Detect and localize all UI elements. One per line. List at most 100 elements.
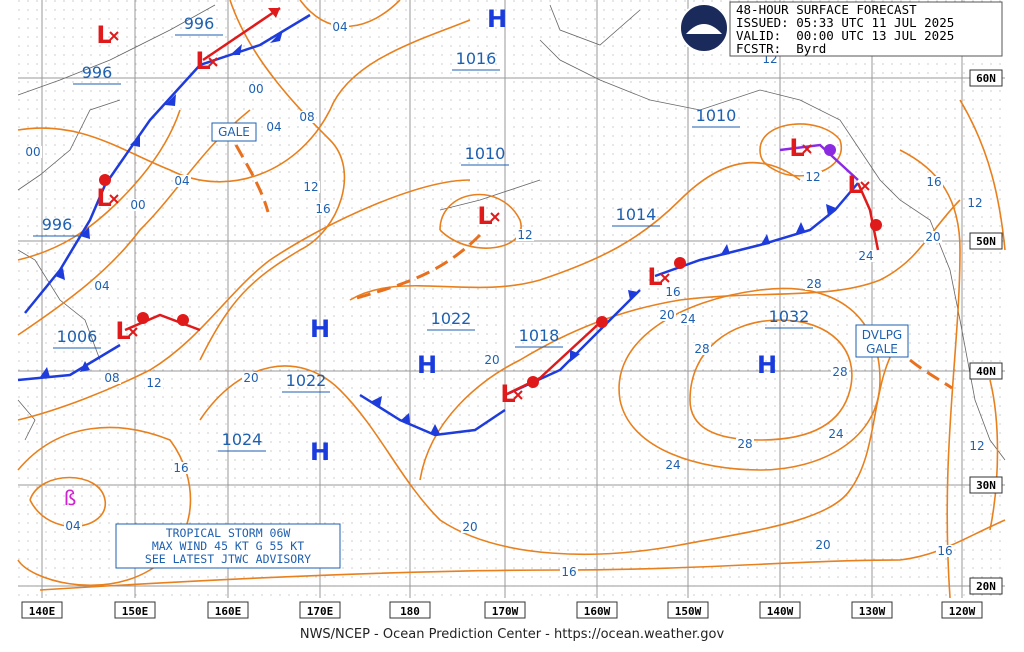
pressure-label: 1016 xyxy=(456,49,497,68)
lon-box xyxy=(389,601,431,619)
low-center: L xyxy=(195,47,210,75)
isobar-label-bg xyxy=(302,181,320,193)
fronts xyxy=(17,6,882,437)
isobar-label: 04 xyxy=(65,519,80,533)
lon-box xyxy=(484,601,526,619)
low-center: L xyxy=(96,21,111,49)
lon-label: 130W xyxy=(859,605,886,618)
low-x xyxy=(109,31,119,41)
isobar-label: 12 xyxy=(969,439,984,453)
isobar-label: 16 xyxy=(173,461,188,475)
isobar-label: 08 xyxy=(299,110,314,124)
header: 48-HOUR SURFACE FORECAST ISSUED: 05:33 U… xyxy=(679,1,1003,57)
gale-label: GALE xyxy=(218,125,250,139)
high-center: H xyxy=(417,351,437,379)
low-x xyxy=(660,273,670,283)
tropical-storm-box: TROPICAL STORM 06W MAX WIND 45 KT G 55 K… xyxy=(115,523,341,569)
isobar-label: 24 xyxy=(828,427,843,441)
isobar-label-bg xyxy=(664,459,682,471)
lat-label: 30N xyxy=(976,479,996,492)
lon-label: 120W xyxy=(949,605,976,618)
isobar-label-bg xyxy=(968,440,986,452)
isobar-label-bg xyxy=(804,171,822,183)
pressure-label: 1022 xyxy=(286,371,327,390)
isobar-label-bg xyxy=(242,372,260,384)
isobar-label-bg xyxy=(265,121,283,133)
low-center: L xyxy=(647,263,662,291)
lon-label: 160E xyxy=(215,605,242,618)
low-x xyxy=(802,144,812,154)
isobar-label-bg xyxy=(560,566,578,578)
pressure-label: 1024 xyxy=(222,430,263,449)
isobar-label-bg xyxy=(925,176,943,188)
lon-box xyxy=(21,601,63,619)
lon-box xyxy=(759,601,801,619)
lon-box xyxy=(851,601,893,619)
isobar-label-bg xyxy=(924,231,942,243)
lon-box xyxy=(207,601,249,619)
isobar-label: 12 xyxy=(303,180,318,194)
gale-label: DVLPG xyxy=(862,328,902,342)
isobar-label: 28 xyxy=(737,437,752,451)
dvlpg-gale-box: DVLPG GALE xyxy=(855,324,909,358)
low-center: L xyxy=(477,202,492,230)
isobar-label-bg xyxy=(173,175,191,187)
low-x xyxy=(513,390,523,400)
troughs xyxy=(234,144,953,390)
lat-box xyxy=(969,232,1003,250)
header-line: FCSTR: Byrd xyxy=(736,41,826,56)
low-center: L xyxy=(96,184,111,212)
isobar-label: 00 xyxy=(248,82,263,96)
isobar-label: 04 xyxy=(174,174,189,188)
isobar-label-bg xyxy=(64,520,82,532)
isobar-label-bg xyxy=(679,313,697,325)
isobar-label: 24 xyxy=(858,249,873,263)
storm-text: SEE LATEST JTWC ADVISORY xyxy=(145,552,311,566)
isobar-label-bg xyxy=(936,545,954,557)
isobar-label-bg xyxy=(693,343,711,355)
isobar-label-bg xyxy=(24,146,42,158)
lon-box xyxy=(941,601,983,619)
lon-label: 170E xyxy=(307,605,334,618)
isobar-label: 16 xyxy=(561,565,576,579)
isobar-label: 04 xyxy=(94,279,109,293)
lat-box xyxy=(969,362,1003,380)
lon-label: 160W xyxy=(584,605,611,618)
isobar-label: 16 xyxy=(315,202,330,216)
low-center: L xyxy=(847,171,862,199)
low-center: L xyxy=(500,380,515,408)
isobar-label: 12 xyxy=(805,170,820,184)
isobars xyxy=(17,0,1006,599)
isobar-label: 20 xyxy=(484,353,499,367)
isobar-label: 16 xyxy=(937,544,952,558)
lon-label: 180 xyxy=(400,605,420,618)
isobar-label: 00 xyxy=(130,198,145,212)
isobar-label-bg xyxy=(93,280,111,292)
pressure-label: 996 xyxy=(42,215,73,234)
pressure-label: 1018 xyxy=(519,326,560,345)
isobar-label: 28 xyxy=(806,277,821,291)
isobar-label: 20 xyxy=(815,538,830,552)
pressure-label: 996 xyxy=(82,63,113,82)
storm-text: TROPICAL STORM 06W xyxy=(166,526,291,540)
coastlines xyxy=(17,4,1006,461)
lat-box xyxy=(969,69,1003,87)
isobar-label-bg xyxy=(664,286,682,298)
pressure-label: 1006 xyxy=(57,327,98,346)
isobar-label-bg xyxy=(247,83,265,95)
isobar-label: 28 xyxy=(832,365,847,379)
isobar-label-bg xyxy=(331,21,349,33)
lon-box xyxy=(576,601,618,619)
isobar-label-bg xyxy=(857,250,875,262)
lon-label: 150E xyxy=(122,605,149,618)
lon-box xyxy=(114,601,156,619)
isobar-label: 24 xyxy=(665,458,680,472)
isobar-label-bg xyxy=(103,372,121,384)
high-center: H xyxy=(310,438,330,466)
lon-label: 170W xyxy=(492,605,519,618)
isobar-label-bg xyxy=(516,229,534,241)
lon-label: 140E xyxy=(29,605,56,618)
low-center: L xyxy=(115,317,130,345)
header-line: ISSUED: 05:33 UTC 11 JUL 2025 xyxy=(736,15,954,30)
lat-box xyxy=(969,577,1003,595)
